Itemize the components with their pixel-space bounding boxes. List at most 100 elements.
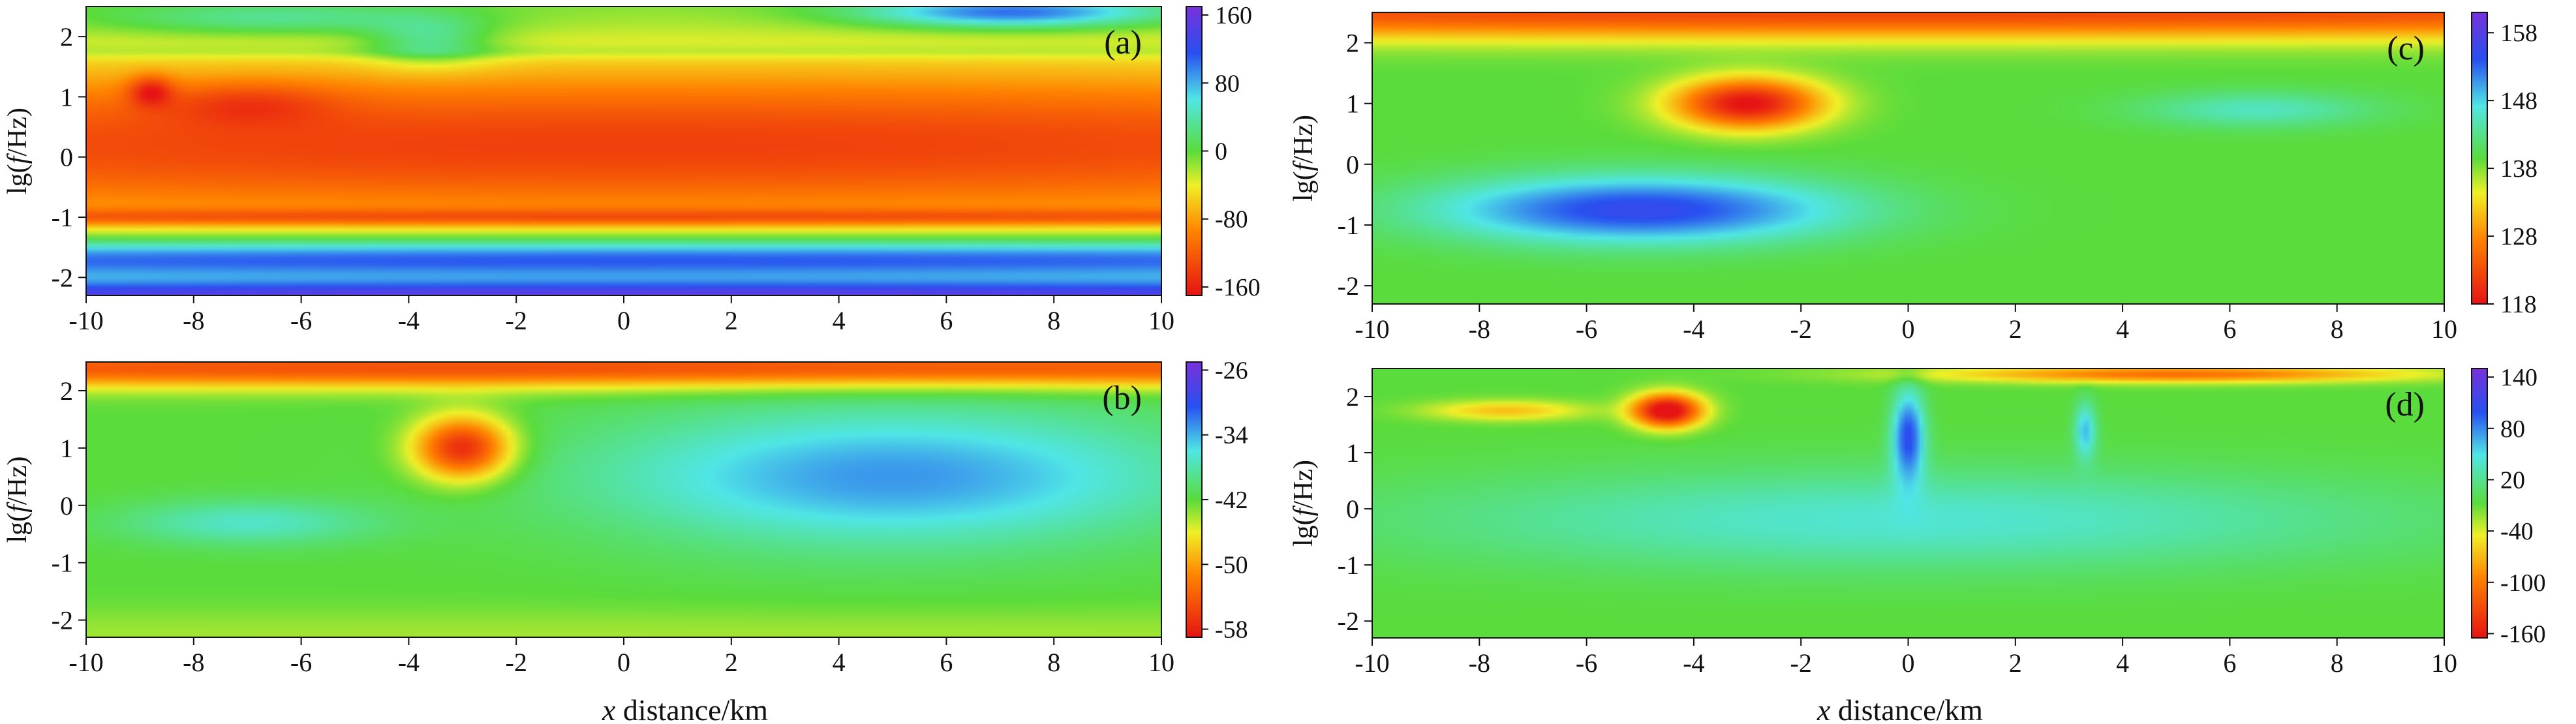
y-axis-label-c: lg(f/Hz) xyxy=(1289,115,1319,202)
panel-label-b: (b) xyxy=(1102,380,1142,417)
x-tick-label-b: 4 xyxy=(833,648,846,677)
x-tick-label-a: -10 xyxy=(69,306,103,335)
y-tick-label-b: -2 xyxy=(52,606,73,635)
y-tick-label-c: 0 xyxy=(1346,150,1359,179)
colorbar-tick-label-b: -26 xyxy=(1215,357,1248,384)
x-tick-label-b: -4 xyxy=(398,648,420,677)
colorbar-tick-label-c: 128 xyxy=(2500,223,2538,250)
y-tick-label-c: 2 xyxy=(1346,29,1359,58)
x-tick-label-d: -8 xyxy=(1469,648,1490,678)
y-tick-label-a: -2 xyxy=(52,263,73,292)
x-tick-label-c: 8 xyxy=(2331,314,2344,344)
y-tick-label-c: 1 xyxy=(1346,89,1359,119)
x-tick-label-b: -10 xyxy=(69,648,103,677)
heatmap-c xyxy=(1372,12,2444,304)
x-tick-label-a: 10 xyxy=(1148,306,1174,335)
colorbar-a xyxy=(1186,7,1202,295)
y-tick-label-c: -1 xyxy=(1338,211,1359,240)
x-tick-label-b: -8 xyxy=(183,648,204,677)
x-tick-label-c: -8 xyxy=(1469,314,1490,344)
colorbar-tick-label-c: 138 xyxy=(2500,155,2538,183)
x-tick-label-c: 10 xyxy=(2431,314,2457,344)
x-tick-label-c: 0 xyxy=(1902,314,1915,344)
heatmap-d xyxy=(1372,369,2444,638)
x-tick-label-a: -6 xyxy=(290,306,312,335)
x-tick-label-a: 0 xyxy=(617,306,630,335)
x-tick-label-c: -6 xyxy=(1576,314,1597,344)
y-axis-label-b: lg(f/Hz) xyxy=(3,457,33,543)
x-tick-label-a: -2 xyxy=(506,306,527,335)
x-tick-label-c: -4 xyxy=(1683,314,1704,344)
y-tick-label-d: 2 xyxy=(1346,382,1359,412)
x-tick-label-a: 8 xyxy=(1047,306,1060,335)
x-tick-label-c: 6 xyxy=(2223,314,2236,344)
x-tick-label-b: 0 xyxy=(617,648,630,677)
x-tick-label-d: 10 xyxy=(2431,648,2457,678)
panel-a: -10 -8 -6 -4 -2 0 2 4 6 8 10-2-1012lg(f/Hz)(a)1608… xyxy=(3,2,1261,335)
heatmap-b xyxy=(86,362,1161,637)
panel-b: -10 -8 -6 -4 -2 0 2 4 6 8 10-2-1012lg(f/Hz)(b)-26-… xyxy=(3,357,1248,677)
y-tick-label-c: -2 xyxy=(1338,271,1359,301)
y-tick-label-d: 1 xyxy=(1346,438,1359,468)
panel-label-d: (d) xyxy=(2385,386,2425,423)
y-tick-label-d: -2 xyxy=(1338,607,1359,636)
x-axis-label-d: x distance/km xyxy=(1817,693,1983,724)
x-tick-label-a: 6 xyxy=(940,306,953,335)
y-tick-label-b: 1 xyxy=(60,434,73,463)
x-tick-label-b: 2 xyxy=(725,648,738,677)
colorbar-tick-label-b: -58 xyxy=(1215,616,1248,644)
x-tick-label-b: -6 xyxy=(290,648,312,677)
x-tick-label-a: 4 xyxy=(833,306,846,335)
y-tick-label-a: 2 xyxy=(60,22,73,52)
panel-d: -10 -8 -6 -4 -2 0 2 4 6 8 10-2-1012lg(f/Hz)(d)1408… xyxy=(1289,364,2546,678)
colorbar-tick-label-b: -42 xyxy=(1215,487,1248,514)
y-tick-label-a: 0 xyxy=(60,143,73,172)
colorbar-tick-label-a: 80 xyxy=(1215,70,1240,97)
colorbar-tick-label-b: -50 xyxy=(1215,551,1248,579)
x-tick-label-d: -4 xyxy=(1683,648,1704,678)
colorbar-tick-label-c: 158 xyxy=(2500,20,2538,47)
colorbar-tick-label-c: 148 xyxy=(2500,87,2538,115)
colorbar-c xyxy=(2472,12,2487,304)
colorbar-frame-d xyxy=(2471,368,2488,639)
colorbar-tick-label-c: 118 xyxy=(2500,291,2537,318)
x-tick-label-b: 10 xyxy=(1148,648,1174,677)
colorbar-tick-label-a: -160 xyxy=(1215,274,1261,301)
x-tick-label-b: 8 xyxy=(1047,648,1060,677)
panel-label-a: (a) xyxy=(1104,24,1142,61)
x-tick-label-d: -6 xyxy=(1576,648,1597,678)
panel-label-c: (c) xyxy=(2387,30,2425,67)
x-tick-label-d: 4 xyxy=(2116,648,2129,678)
colorbar-tick-label-b: -34 xyxy=(1215,422,1248,449)
x-tick-label-d: -2 xyxy=(1790,648,1812,678)
y-tick-label-b: 2 xyxy=(60,376,73,406)
colorbar-tick-label-d: -40 xyxy=(2500,518,2534,545)
colorbar-tick-label-a: 160 xyxy=(1215,2,1252,29)
y-tick-label-d: -1 xyxy=(1338,551,1359,580)
colorbar-d xyxy=(2472,369,2487,638)
x-tick-label-c: 2 xyxy=(2009,314,2022,344)
colorbar-tick-label-a: 0 xyxy=(1215,138,1227,166)
colorbar-tick-label-d: -100 xyxy=(2500,569,2546,597)
colorbar-frame-c xyxy=(2471,12,2488,305)
x-tick-label-d: -10 xyxy=(1355,648,1389,678)
x-tick-label-d: 0 xyxy=(1902,648,1915,678)
y-tick-label-a: 1 xyxy=(60,82,73,112)
x-tick-label-a: -4 xyxy=(398,306,420,335)
x-tick-label-a: -8 xyxy=(183,306,204,335)
x-tick-label-b: 6 xyxy=(940,648,953,677)
x-tick-label-c: 4 xyxy=(2116,314,2129,344)
colorbar-tick-label-d: -160 xyxy=(2500,620,2546,648)
x-tick-label-d: 8 xyxy=(2331,648,2344,678)
colorbar-b xyxy=(1186,362,1202,637)
y-axis-label-d: lg(f/Hz) xyxy=(1289,460,1319,547)
colorbar-tick-label-a: -80 xyxy=(1215,206,1248,234)
y-tick-label-b: 0 xyxy=(60,491,73,520)
y-axis-label-a: lg(f/Hz) xyxy=(3,108,33,194)
colorbar-tick-label-d: 140 xyxy=(2500,364,2538,391)
y-tick-label-a: -1 xyxy=(52,203,73,232)
x-tick-label-a: 2 xyxy=(725,306,738,335)
heatmap-a xyxy=(86,7,1161,295)
